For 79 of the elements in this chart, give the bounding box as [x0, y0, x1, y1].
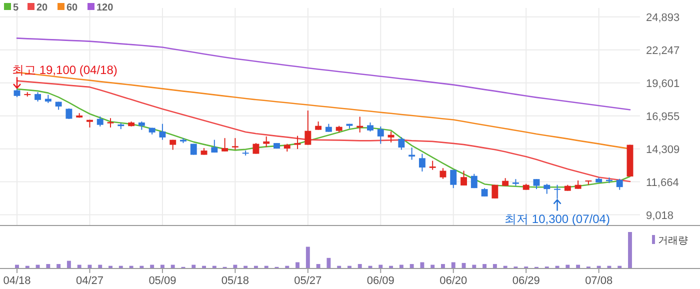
candlestick [440, 168, 446, 180]
annotation: 최저 10,300 (07/04) [504, 212, 610, 226]
legend: 거래량 [652, 235, 688, 246]
bar [77, 264, 82, 268]
candlestick [159, 123, 166, 140]
candlestick [533, 178, 540, 190]
x-tick-label: 05/09 [148, 275, 176, 287]
candlestick [96, 116, 104, 127]
x-tick-label: 06/09 [366, 275, 394, 287]
y-tick-label: 24,893 [646, 12, 680, 24]
bar [399, 264, 404, 268]
bar [628, 232, 632, 268]
candlestick [107, 118, 114, 128]
bar [472, 264, 476, 268]
x-tick-label: 07/08 [585, 275, 613, 287]
y-tick-label: 19,601 [646, 78, 680, 90]
bar [430, 264, 435, 268]
x-tick-label: 06/29 [512, 275, 540, 287]
candlestick [232, 138, 238, 150]
y-tick-label: 9,018 [646, 210, 674, 222]
bar [233, 264, 238, 268]
bar [451, 262, 456, 268]
bar [46, 264, 50, 268]
bar [441, 264, 445, 268]
x-tick-label: 04/18 [3, 275, 31, 287]
candlestick [263, 136, 270, 148]
bar [192, 264, 196, 268]
candlestick [294, 135, 301, 150]
legend-label: 5 [13, 2, 19, 14]
bar [15, 264, 19, 268]
y-tick-label: 16,955 [646, 110, 680, 123]
candlestick [460, 170, 467, 186]
bar [160, 264, 164, 268]
candlestick [398, 136, 405, 150]
candlestick [377, 126, 384, 144]
legend-label: 20 [36, 2, 48, 14]
candlestick [304, 110, 312, 146]
x-tick-label: 06/20 [440, 275, 468, 287]
candlestick [450, 169, 457, 189]
y-tick-label: 22,247 [646, 44, 680, 57]
bar [306, 246, 310, 268]
candlestick [388, 130, 394, 143]
bar [378, 264, 383, 268]
legend-label: 거래량 [658, 236, 688, 246]
bar [482, 264, 487, 268]
candlestick [429, 160, 436, 170]
bar [296, 262, 300, 268]
bar [566, 264, 570, 268]
bar [576, 264, 580, 268]
candlestick [222, 138, 228, 152]
x-tick-label: 05/18 [221, 275, 249, 287]
bar [150, 264, 154, 268]
x-tick-label: 05/27 [294, 275, 322, 287]
x-tick-label: 04/27 [76, 275, 104, 287]
candlestick [544, 183, 550, 194]
candlestick [34, 92, 41, 102]
candlestick [616, 178, 623, 190]
bar [170, 264, 175, 268]
candlestick [66, 108, 72, 120]
legend-label: 60 [66, 2, 78, 14]
bar [410, 264, 414, 268]
bar [36, 264, 40, 268]
bar [420, 262, 424, 268]
candlestick [554, 184, 560, 200]
candlestick [252, 142, 260, 154]
bar [316, 264, 320, 268]
candlestick [211, 139, 218, 154]
bar [56, 264, 61, 268]
bar [358, 264, 362, 268]
candlestick [492, 184, 498, 199]
candlestick [470, 173, 478, 189]
candlestick [418, 153, 426, 172]
bar [98, 264, 102, 268]
legend-label: 120 [96, 2, 114, 14]
bar [326, 258, 331, 268]
y-tick-label: 11,664 [646, 176, 679, 189]
bar [66, 260, 71, 268]
y-tick-label: 14,309 [646, 144, 680, 156]
bar [492, 264, 497, 268]
